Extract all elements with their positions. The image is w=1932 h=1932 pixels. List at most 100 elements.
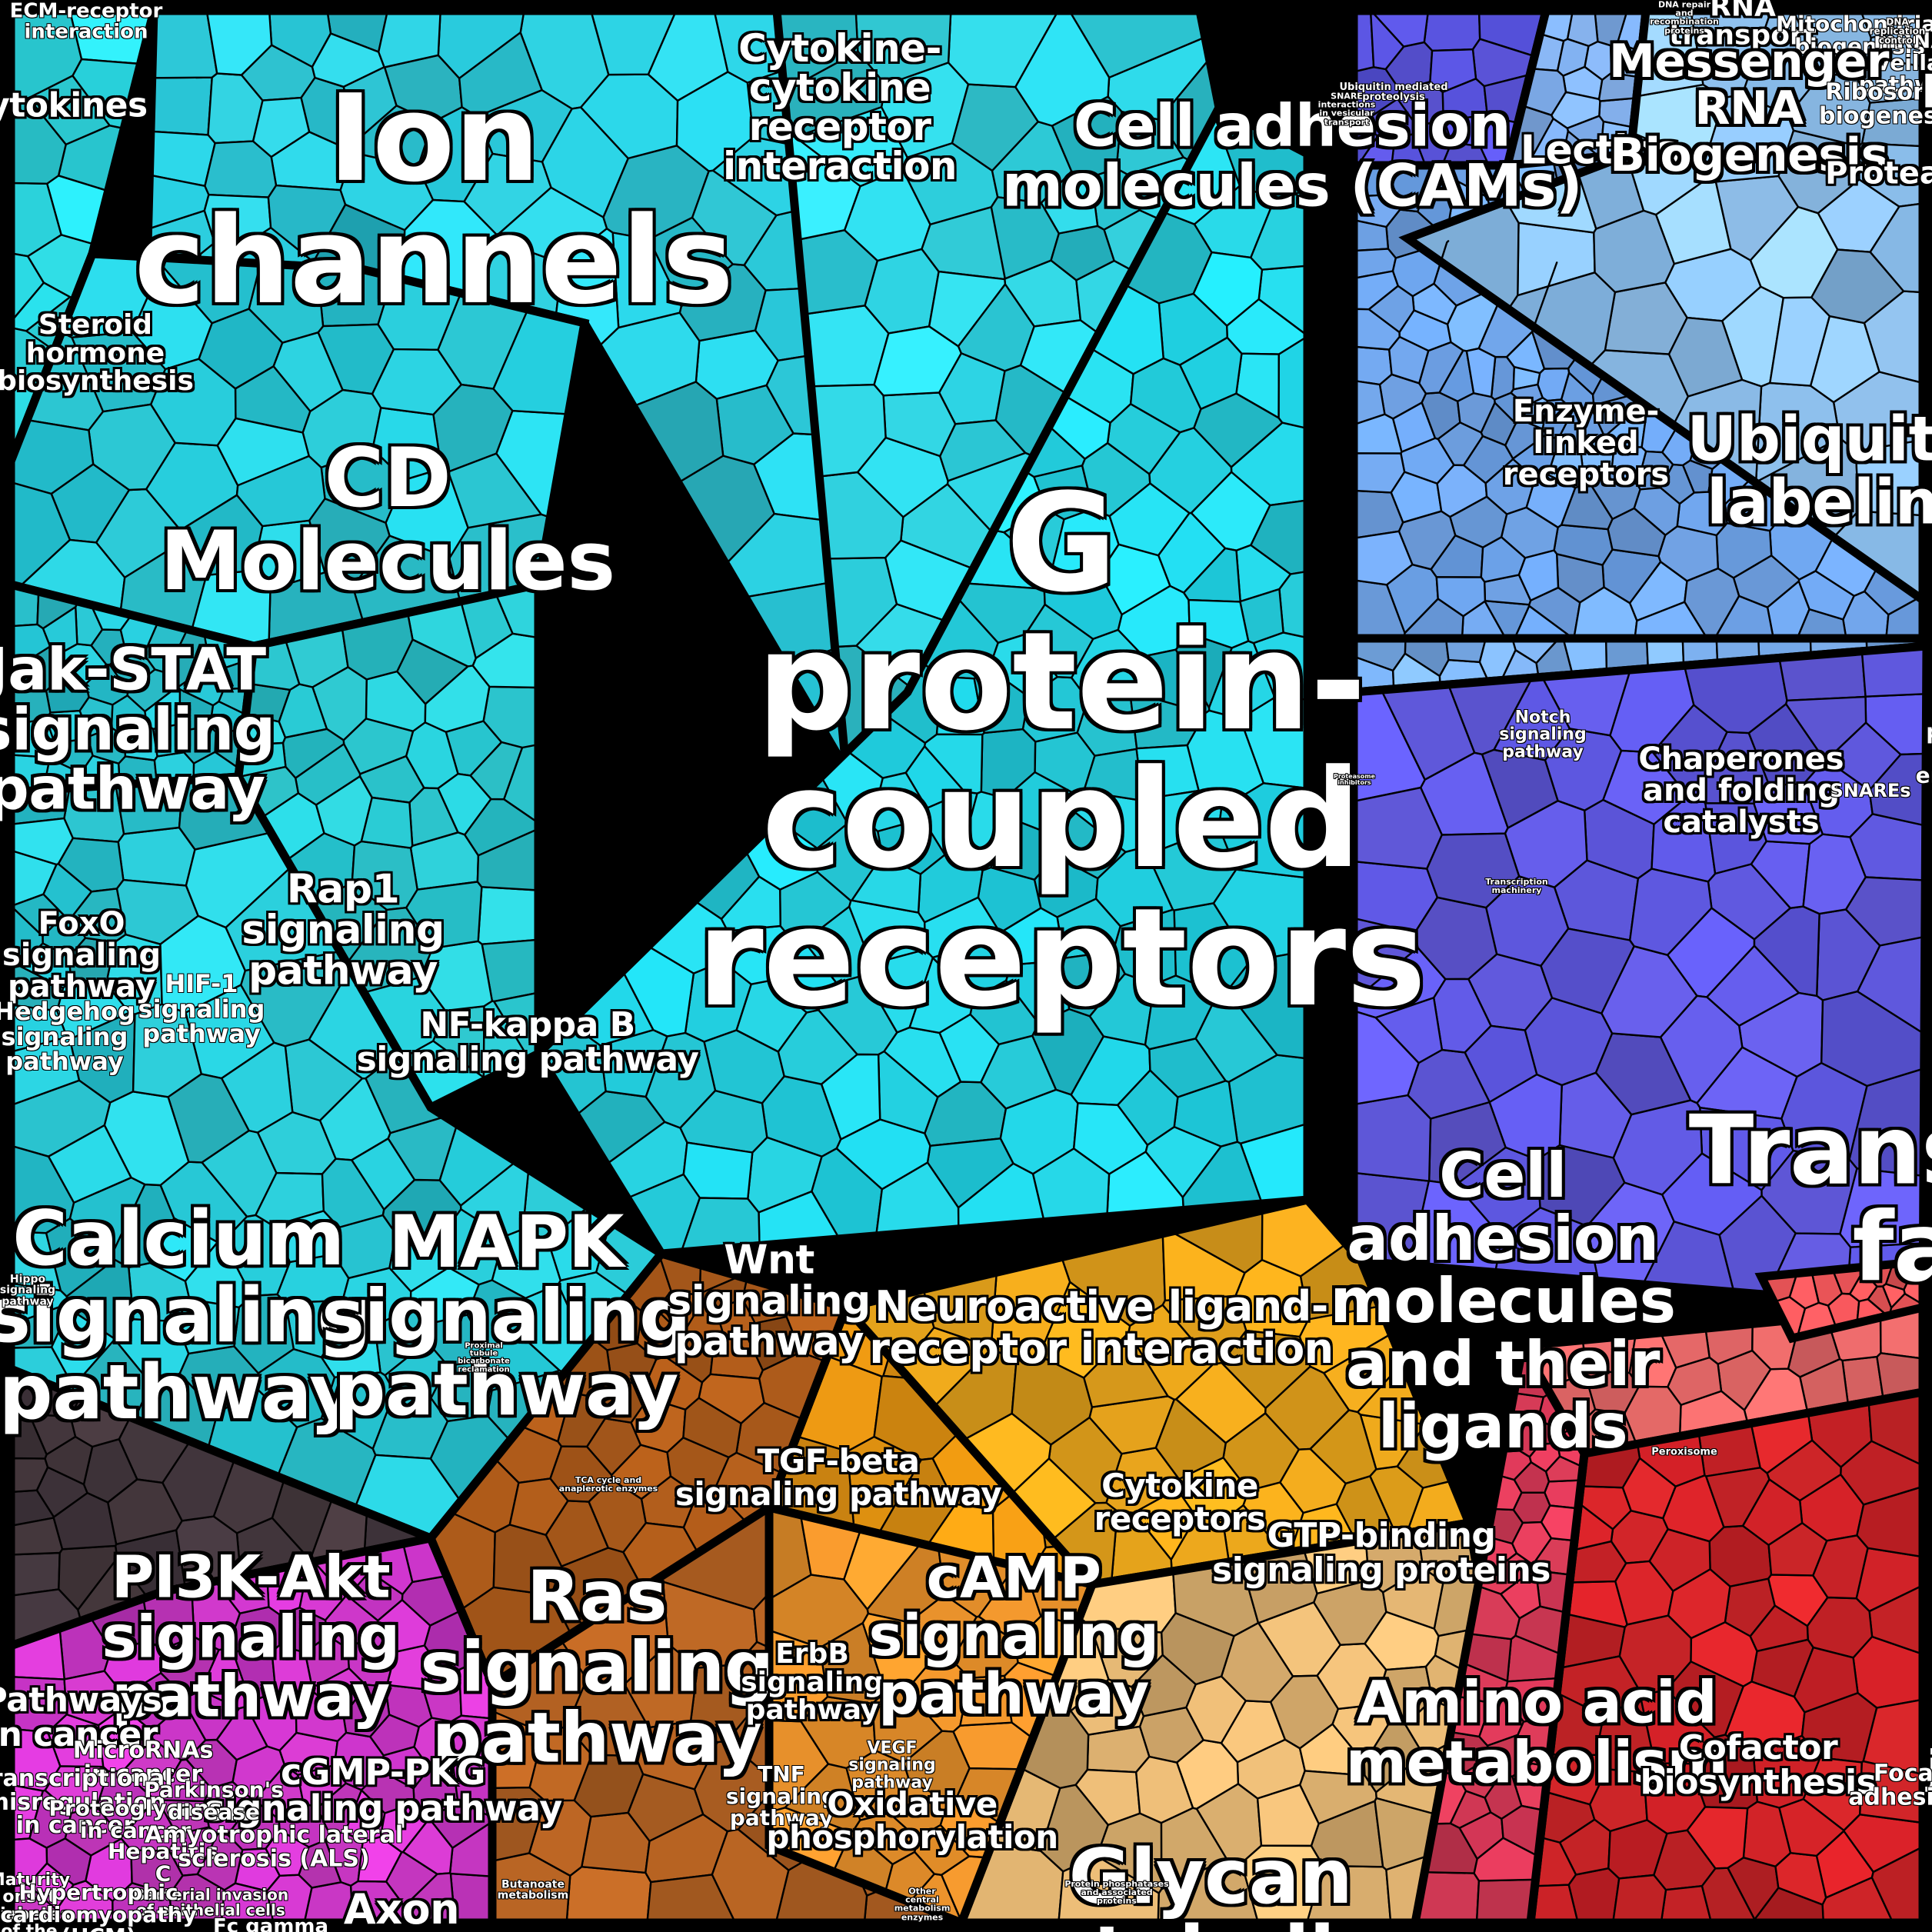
- voronoi-cell: [1435, 576, 1487, 618]
- voronoi-cell: [371, 407, 443, 481]
- voronoi-cell: [973, 668, 1030, 734]
- voronoi-cell: [1854, 438, 1924, 517]
- voronoi-cell: [1667, 1568, 1731, 1640]
- voronoi-cell: [1511, 1521, 1553, 1566]
- voronoi-cell: [1135, 1755, 1194, 1824]
- voronoi-cell: [1505, 331, 1546, 375]
- voronoi-cell: [371, 348, 462, 416]
- voronoi-cell: [746, 1315, 802, 1371]
- voronoi-cell: [1504, 800, 1588, 888]
- voronoi-cell: [388, 1232, 450, 1293]
- voronoi-cell: [63, 1670, 125, 1727]
- voronoi-cell: [1426, 832, 1521, 909]
- voronoi-cell: [1043, 572, 1123, 640]
- voronoi-cell: [235, 455, 326, 528]
- voronoi-cell: [1464, 1024, 1538, 1104]
- voronoi-cell: [1133, 1487, 1198, 1561]
- voronoi-cell: [351, 105, 434, 168]
- voronoi-cell: [1135, 744, 1200, 801]
- voronoi-cell: [1465, 347, 1497, 398]
- voronoi-cell: [611, 232, 682, 329]
- voronoi-cell: [1040, 170, 1099, 235]
- voronoi-cell: [1584, 40, 1613, 81]
- voronoi-cell: [655, 1290, 703, 1334]
- voronoi-cell: [1797, 570, 1855, 621]
- voronoi-cell: [72, 888, 127, 944]
- voronoi-cell: [1429, 48, 1477, 93]
- voronoi-cell: [794, 106, 908, 188]
- voronoi-cell: [1443, 114, 1490, 148]
- voronoi-cell: [1082, 748, 1144, 801]
- voronoi-cell: [278, 683, 328, 739]
- voronoi-cell: [251, 96, 311, 158]
- voronoi-cell: [132, 1003, 202, 1098]
- voronoi-cell: [1475, 1878, 1537, 1924]
- voronoi-cell: [272, 1210, 340, 1264]
- voronoi-cell: [232, 1745, 286, 1801]
- voronoi-cell: [959, 1674, 1013, 1727]
- voronoi-cell: [1643, 1762, 1707, 1835]
- voronoi-cell: [691, 169, 778, 266]
- voronoi-cell: [803, 305, 890, 388]
- voronoi-cell: [450, 1714, 494, 1766]
- voronoi-cell: [861, 1612, 933, 1694]
- voronoi-cell: [1352, 786, 1443, 870]
- voronoi-cell: [265, 1829, 310, 1877]
- voronoi-cell: [998, 907, 1065, 966]
- voronoi-cell: [1352, 164, 1396, 198]
- voronoi-cell: [1612, 1874, 1667, 1924]
- voronoi-cell: [267, 184, 347, 263]
- voronoi-cell: [45, 1217, 116, 1297]
- voronoi-cell: [1382, 1567, 1444, 1630]
- voronoi-cell: [447, 452, 542, 529]
- voronoi-cell: [1352, 345, 1393, 386]
- voronoi-cell: [111, 1183, 175, 1269]
- voronoi-cell: [1161, 1612, 1235, 1686]
- voronoi-cell: [820, 1053, 881, 1141]
- voronoi-cell: [18, 942, 72, 989]
- voronoi-cell: [1397, 510, 1457, 571]
- voronoi-cell: [117, 826, 196, 887]
- voronoi-cell: [851, 854, 922, 914]
- voronoi-cell: [643, 1355, 704, 1411]
- voronoi-cell: [149, 76, 213, 136]
- voronoi-cell: [449, 1872, 494, 1924]
- voronoi-cell: [1367, 285, 1415, 334]
- voronoi-cell: [1106, 403, 1181, 475]
- voronoi-cell: [360, 796, 414, 849]
- voronoi-cell: [1661, 1152, 1763, 1236]
- voronoi-cell: [1860, 97, 1924, 148]
- voronoi-cell: [873, 325, 962, 397]
- voronoi-cell: [150, 358, 237, 447]
- voronoi-cell: [265, 1874, 313, 1924]
- voronoi-cell: [924, 896, 1001, 959]
- voronoi-cell: [938, 1013, 1000, 1084]
- voronoi-cell: [566, 1677, 650, 1757]
- voronoi-cell: [1825, 721, 1902, 791]
- voronoi-cell: [988, 633, 1058, 698]
- voronoi-cell: [588, 1478, 647, 1554]
- voronoi-cell: [549, 1445, 613, 1503]
- voronoi-cell: [1778, 1798, 1845, 1857]
- voronoi-cell: [178, 494, 264, 576]
- voronoi-cell: [255, 1347, 336, 1428]
- voronoi-cell: [632, 381, 724, 484]
- voronoi-cell: [1802, 1757, 1863, 1832]
- voronoi-cell: [1144, 974, 1219, 1051]
- voronoi-cell: [196, 1833, 244, 1891]
- voronoi-cell: [666, 1437, 730, 1496]
- voronoi-cell: [1629, 868, 1713, 956]
- voronoi-cell: [1374, 997, 1444, 1064]
- voronoi-cell: [1128, 1304, 1214, 1401]
- voronoi-cell: [683, 1301, 726, 1348]
- voronoi-cell: [157, 1758, 212, 1803]
- voronoi-cell: [1371, 98, 1418, 142]
- voronoi-cell: [1593, 209, 1675, 293]
- voronoi-cell: [9, 623, 52, 672]
- voronoi-cell: [424, 665, 491, 733]
- voronoi-cell: [1704, 802, 1767, 875]
- supergroup-outline: [234, 579, 543, 1114]
- voronoi-cell: [9, 1517, 64, 1556]
